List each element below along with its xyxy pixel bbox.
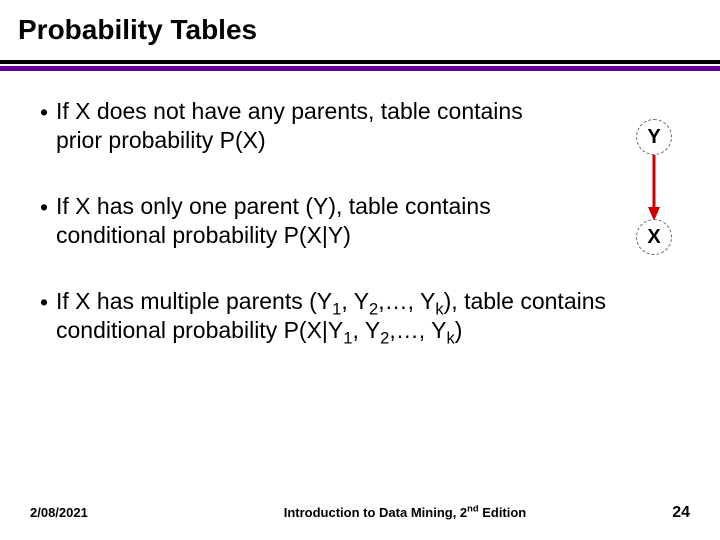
bullet-3: • If X has multiple parents (Y1, Y2,…, Y… <box>40 287 680 346</box>
title-divider <box>0 60 720 71</box>
bullet-marker: • <box>40 192 56 251</box>
slide-footer: 2/08/2021 Introduction to Data Mining, 2… <box>0 504 720 522</box>
bullet-2-text: If X has only one parent (Y), table cont… <box>56 192 680 251</box>
node-y: Y <box>636 119 672 155</box>
arrow-icon <box>647 155 661 221</box>
node-x: X <box>636 219 672 255</box>
content-area: • If X does not have any parents, table … <box>0 71 720 346</box>
diagram-y-to-x: Y X <box>630 119 678 259</box>
slide-title: Probability Tables <box>18 14 702 46</box>
bullet-marker: • <box>40 97 56 156</box>
footer-center: Introduction to Data Mining, 2nd Edition <box>180 505 630 520</box>
footer-page-number: 24 <box>630 504 690 522</box>
bullet-1-text: If X does not have any parents, table co… <box>56 97 680 156</box>
footer-date: 2/08/2021 <box>30 505 180 520</box>
bullet-1: • If X does not have any parents, table … <box>40 97 680 156</box>
bullet-3-text: If X has multiple parents (Y1, Y2,…, Yk)… <box>56 287 680 346</box>
bullet-2: • If X has only one parent (Y), table co… <box>40 192 680 251</box>
bullet-marker: • <box>40 287 56 346</box>
